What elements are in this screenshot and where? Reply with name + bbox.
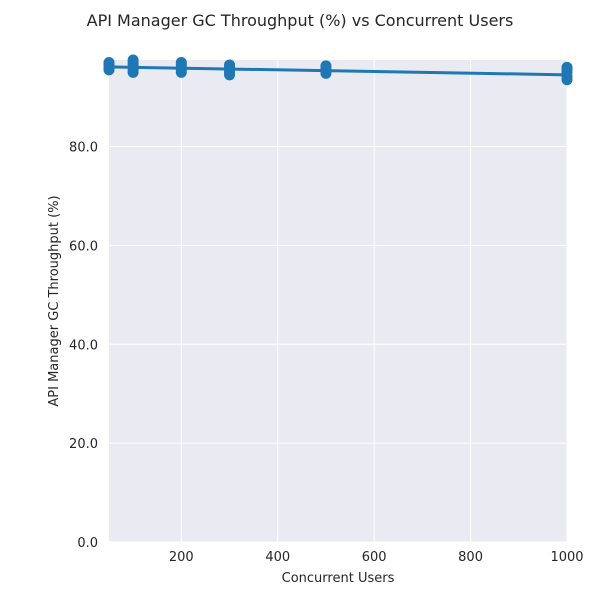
data-point bbox=[561, 61, 573, 73]
data-point bbox=[103, 56, 115, 68]
regression-line bbox=[107, 65, 569, 77]
y-tick-label: 0.0 bbox=[77, 536, 98, 551]
trend-line bbox=[107, 65, 569, 77]
x-axis-ticks: 200 400 600 800 1000 bbox=[169, 550, 584, 565]
data-point bbox=[127, 54, 139, 66]
y-axis-ticks: 0.0 20.0 40.0 60.0 80.0 bbox=[69, 141, 98, 551]
y-axis-label: API Manager GC Throughput (%) bbox=[47, 195, 62, 406]
x-tick-label: 400 bbox=[265, 550, 290, 565]
x-tick-label: 800 bbox=[458, 550, 483, 565]
y-tick-label: 40.0 bbox=[69, 338, 98, 353]
data-point bbox=[320, 60, 332, 72]
x-axis-label: Concurrent Users bbox=[282, 571, 395, 586]
data-point bbox=[175, 56, 187, 68]
y-tick-label: 60.0 bbox=[69, 239, 98, 254]
plot-area bbox=[109, 60, 567, 542]
x-tick-label: 1000 bbox=[550, 550, 583, 565]
y-tick-label: 20.0 bbox=[69, 437, 98, 452]
x-tick-label: 600 bbox=[362, 550, 387, 565]
chart-title: API Manager GC Throughput (%) vs Concurr… bbox=[87, 11, 514, 30]
x-tick-label: 200 bbox=[169, 550, 194, 565]
grid bbox=[109, 60, 568, 543]
y-tick-label: 80.0 bbox=[69, 141, 98, 156]
